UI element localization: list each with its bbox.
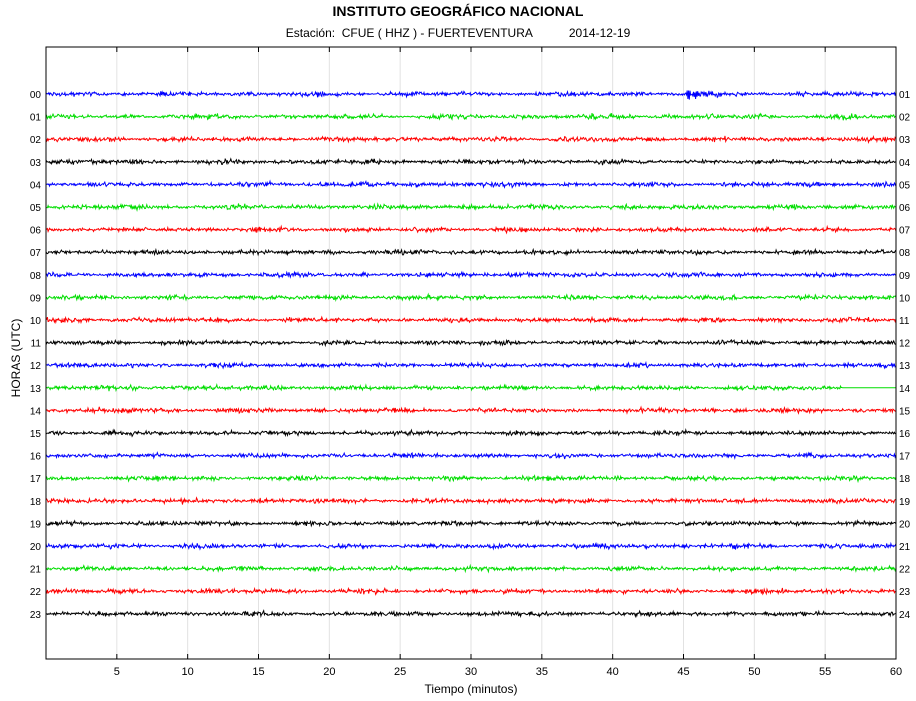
hour-label-left: 04 <box>30 180 42 191</box>
hour-label-right: 10 <box>899 293 911 304</box>
hour-label-right: 18 <box>899 474 911 485</box>
hour-label-left: 11 <box>31 339 42 350</box>
page-title: INSTITUTO GEOGRÁFICO NACIONAL <box>332 3 584 19</box>
hour-label-left: 10 <box>30 316 42 327</box>
hour-label-right: 11 <box>899 316 910 327</box>
hour-label-left: 09 <box>30 293 42 304</box>
hour-label-right: 02 <box>899 113 911 124</box>
x-tick-label: 25 <box>394 666 406 678</box>
x-tick-label: 45 <box>677 666 689 678</box>
hour-label-left: 05 <box>30 203 42 214</box>
y-axis-label: HORAS (UTC) <box>9 319 23 398</box>
hour-label-right: 09 <box>899 271 911 282</box>
trace-hour-12 <box>45 360 896 370</box>
trace-hour-21 <box>45 563 897 574</box>
hour-label-left: 16 <box>30 452 42 463</box>
trace-hour-05 <box>45 202 896 212</box>
record-date: 2014-12-19 <box>568 26 631 40</box>
trace-hour-08 <box>45 270 897 279</box>
hour-label-right: 07 <box>899 226 911 237</box>
x-tick-label: 60 <box>890 666 902 678</box>
hour-label-right: 04 <box>899 158 911 169</box>
hour-label-left: 23 <box>30 610 42 621</box>
trace-hour-13 <box>45 382 896 393</box>
station-name: CFUE ( HHZ ) - FUERTEVENTURA <box>341 26 533 40</box>
hour-label-left: 00 <box>30 90 42 101</box>
hour-label-right: 19 <box>899 497 911 508</box>
x-tick-label: 40 <box>607 666 619 678</box>
hour-label-right: 23 <box>899 587 911 598</box>
x-tick-label: 20 <box>323 666 335 678</box>
hour-label-left: 14 <box>30 406 42 417</box>
hour-label-right: 20 <box>899 519 911 530</box>
trace-hour-02 <box>45 134 897 145</box>
hour-label-right: 21 <box>899 542 911 553</box>
hour-label-left: 18 <box>30 497 42 508</box>
hour-label-right: 05 <box>899 180 911 191</box>
hour-label-right: 13 <box>899 361 911 372</box>
seismic-traces <box>45 89 897 619</box>
x-tick-label: 50 <box>748 666 760 678</box>
trace-hour-20 <box>45 541 897 551</box>
hour-label-left: 12 <box>30 361 42 372</box>
hour-label-left: 19 <box>30 519 42 530</box>
station-label: Estación: <box>285 26 336 40</box>
trace-hour-23 <box>45 609 896 619</box>
trace-hour-18 <box>45 496 896 506</box>
axis-ticks: 5 10 15 20 25 30 35 40 45 50 55 60 00 01 01 02 02 03 03 04 0… <box>30 47 911 678</box>
hour-label-right: 17 <box>899 452 911 463</box>
hour-label-left: 01 <box>30 113 42 124</box>
trace-hour-00 <box>45 89 897 100</box>
trace-hour-03 <box>45 157 897 167</box>
trace-hour-19 <box>45 518 897 528</box>
hour-label-right: 12 <box>899 339 911 350</box>
trace-hour-09 <box>45 292 897 302</box>
hour-label-left: 17 <box>30 474 42 485</box>
hour-label-right: 14 <box>899 384 911 395</box>
trace-hour-14 <box>45 405 897 415</box>
trace-hour-07 <box>45 247 897 257</box>
hour-label-right: 08 <box>899 248 911 259</box>
hour-label-left: 06 <box>30 226 42 237</box>
hour-label-left: 03 <box>30 158 42 169</box>
trace-hour-06 <box>45 224 897 235</box>
trace-hour-04 <box>45 179 897 189</box>
hour-label-right: 01 <box>899 90 911 101</box>
hour-label-left: 20 <box>30 542 42 553</box>
trace-hour-11 <box>45 338 896 348</box>
hour-label-left: 08 <box>30 271 42 282</box>
hour-label-right: 15 <box>899 406 911 417</box>
x-tick-label: 15 <box>252 666 264 678</box>
hour-label-left: 02 <box>30 135 42 146</box>
x-axis-label: Tiempo (minutos) <box>425 682 518 696</box>
hour-label-left: 07 <box>30 248 42 259</box>
trace-hour-01 <box>45 112 896 121</box>
hour-label-left: 22 <box>30 587 42 598</box>
hour-label-right: 22 <box>899 565 911 576</box>
hour-label-right: 16 <box>899 429 911 440</box>
x-tick-label: 5 <box>114 666 120 678</box>
trace-hour-17 <box>45 474 897 484</box>
hour-label-right: 06 <box>899 203 911 214</box>
grid-lines <box>116 47 826 659</box>
page-subtitle: Estación: CFUE ( HHZ ) - FUERTEVENTURA 20… <box>0 26 916 40</box>
trace-hour-22 <box>45 586 897 596</box>
x-tick-label: 35 <box>536 666 548 678</box>
plot-frame <box>45 46 897 660</box>
hour-label-left: 21 <box>30 565 42 576</box>
hour-label-right: 24 <box>899 610 911 621</box>
x-tick-label: 55 <box>819 666 831 678</box>
hour-label-left: 13 <box>30 384 42 395</box>
trace-hour-10 <box>46 315 897 325</box>
trace-hour-15 <box>45 428 896 438</box>
hour-label-right: 03 <box>899 135 911 146</box>
trace-hour-16 <box>45 451 897 460</box>
x-tick-label: 10 <box>182 666 194 678</box>
hour-label-left: 15 <box>30 429 42 440</box>
x-tick-label: 30 <box>465 666 477 678</box>
